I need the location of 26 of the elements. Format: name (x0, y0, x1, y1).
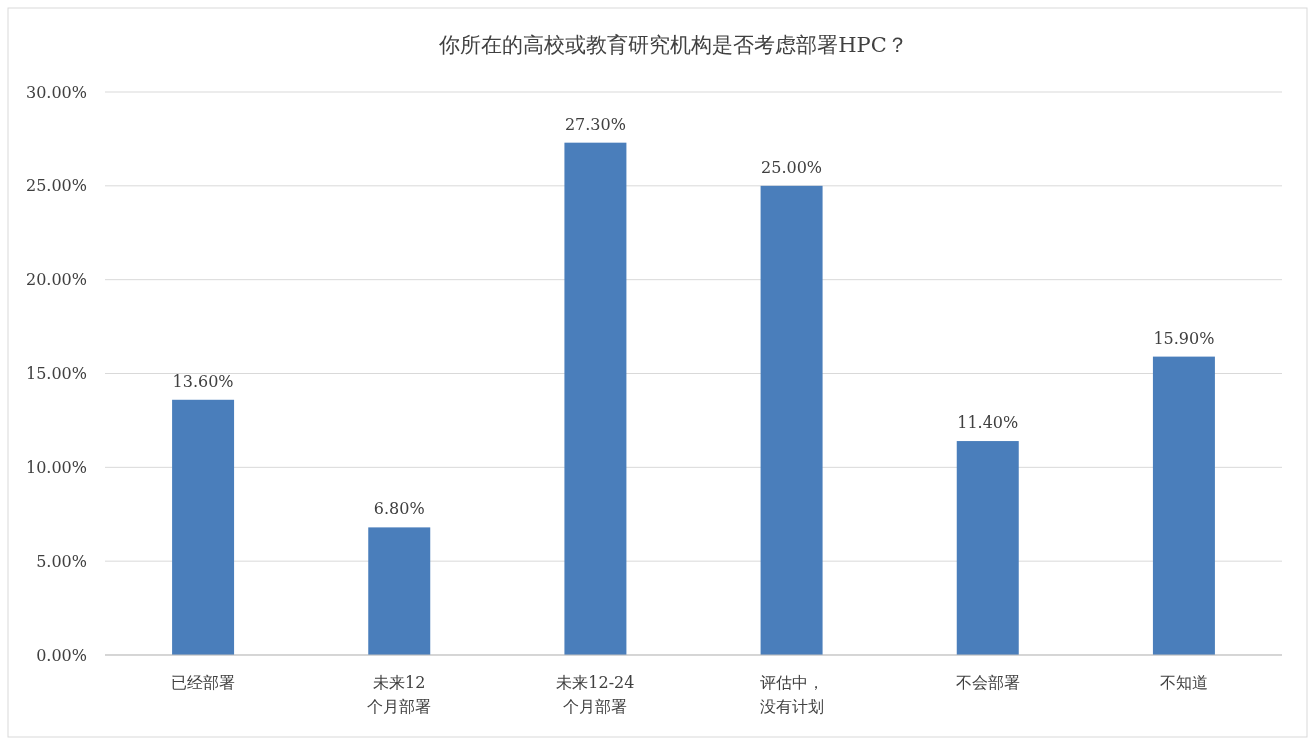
chart-title: 你所在的高校或教育研究机构是否考虑部署HPC？ (438, 33, 908, 57)
y-tick-label: 30.00% (25, 82, 87, 102)
y-tick-label: 5.00% (36, 551, 87, 571)
data-label: 27.30% (564, 114, 626, 134)
data-label: 11.40% (957, 413, 1019, 433)
x-tick-label: 已经部署 (171, 673, 236, 692)
bar (1152, 356, 1215, 655)
bar (956, 441, 1019, 655)
data-label: 6.80% (373, 499, 425, 519)
y-tick-label: 15.00% (25, 364, 87, 384)
x-tick-label: 未来12-24个月部署 (556, 673, 635, 716)
data-label: 13.60% (172, 371, 234, 391)
bar (760, 185, 823, 655)
bar (368, 527, 431, 655)
data-label: 15.90% (1153, 328, 1215, 348)
x-tick-label: 未来12个月部署 (367, 673, 432, 716)
bar (172, 399, 235, 655)
y-tick-label: 25.00% (25, 176, 87, 196)
bar (564, 142, 627, 655)
data-label: 25.00% (761, 157, 823, 177)
y-tick-label: 0.00% (36, 645, 87, 665)
x-tick-label: 评估中，没有计划 (759, 673, 824, 716)
x-tick-label: 不知道 (1159, 673, 1208, 692)
y-tick-label: 20.00% (25, 270, 87, 290)
y-tick-label: 10.00% (25, 457, 87, 477)
x-tick-label: 不会部署 (955, 673, 1020, 692)
